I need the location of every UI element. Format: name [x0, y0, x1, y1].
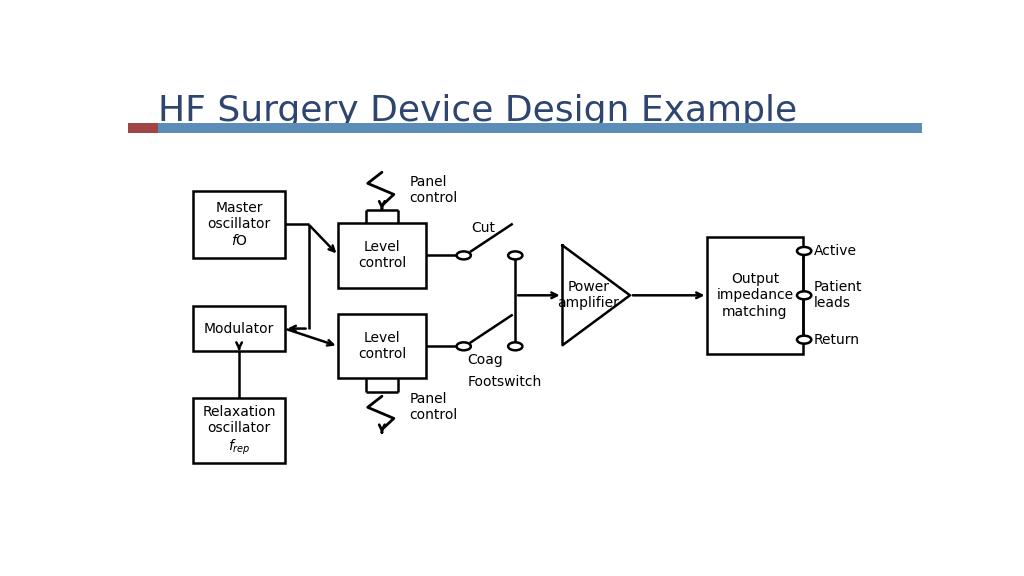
Text: Footswitch: Footswitch	[468, 375, 542, 389]
Bar	[158, 123, 922, 134]
Circle shape	[508, 251, 522, 259]
Text: HF Surgery Device Design Example: HF Surgery Device Design Example	[158, 93, 798, 127]
Circle shape	[457, 342, 471, 350]
Text: Modulator: Modulator	[204, 321, 274, 336]
Text: Coag: Coag	[468, 353, 504, 367]
Bar	[708, 237, 803, 354]
Circle shape	[508, 342, 522, 350]
Text: Patient
leads: Patient leads	[814, 280, 862, 310]
Text: Panel
control: Panel control	[410, 392, 458, 422]
Circle shape	[797, 336, 811, 344]
Text: Master
oscillator
$f$O: Master oscillator $f$O	[208, 200, 270, 248]
Text: Panel
control: Panel control	[410, 175, 458, 205]
Circle shape	[457, 251, 471, 259]
Circle shape	[797, 291, 811, 300]
Bar	[194, 191, 285, 257]
Bar	[338, 223, 426, 287]
Text: Active: Active	[814, 244, 857, 258]
Text: Power
amplifier: Power amplifier	[557, 280, 620, 310]
Bar	[128, 123, 158, 134]
Bar	[338, 314, 426, 378]
Text: Level
control: Level control	[357, 331, 407, 361]
Text: Output
impedance
matching: Output impedance matching	[717, 272, 794, 319]
Text: Cut: Cut	[472, 221, 496, 236]
Bar	[194, 306, 285, 351]
Text: Return: Return	[814, 333, 860, 347]
Circle shape	[797, 247, 811, 255]
Text: Level
control: Level control	[357, 240, 407, 271]
Text: Relaxation
oscillator
$f_{rep}$: Relaxation oscillator $f_{rep}$	[203, 404, 275, 457]
Bar	[194, 399, 285, 463]
